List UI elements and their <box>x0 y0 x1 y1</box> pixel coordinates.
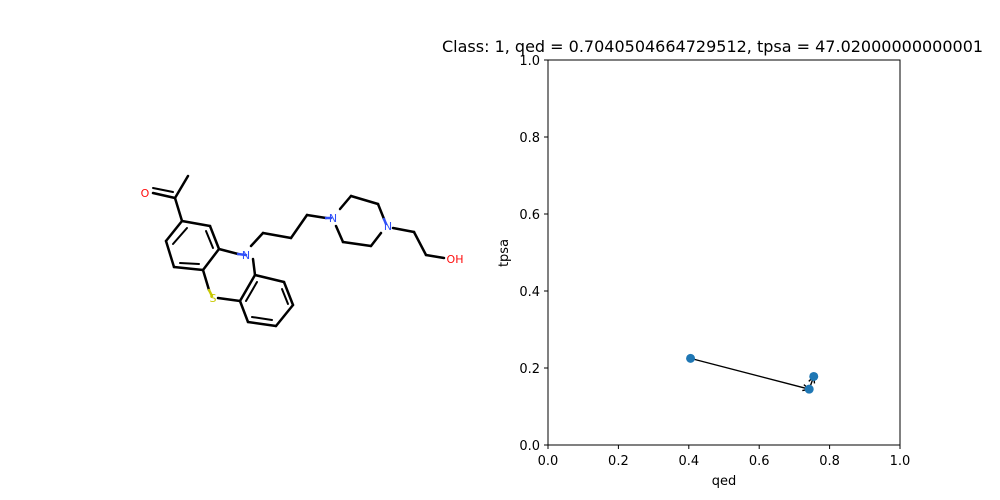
scatter-point <box>686 353 696 363</box>
nitrogen-atom-label: N <box>242 249 250 262</box>
x-tick-label: 0.4 <box>678 454 699 469</box>
arrow-shaft <box>690 357 810 390</box>
hydroxyl-atom-label: OH <box>447 253 464 266</box>
y-tick-label: 0.8 <box>519 131 540 146</box>
oxygen-atom-label: O <box>141 187 150 200</box>
y-axis: 0.0 0.2 0.4 0.6 0.8 1.0 <box>519 54 548 454</box>
sulfur-atom-label: S <box>210 292 217 305</box>
y-tick-label: 0.4 <box>519 285 540 300</box>
x-axis-title: qed <box>712 474 737 489</box>
y-tick-label: 0.6 <box>519 208 540 223</box>
x-tick-label: 1.0 <box>890 454 911 469</box>
x-tick-label: 0.6 <box>749 454 770 469</box>
scatter-chart: Class: 1, qed = 0.7040504664729512, tpsa… <box>442 37 983 489</box>
trajectory-arrows <box>690 357 816 392</box>
piperazine-nitrogen-label: N <box>384 220 392 233</box>
molecule-heteroatom-bonds <box>207 216 388 298</box>
plot-area <box>547 59 901 446</box>
piperazine-nitrogen-label: N <box>329 212 337 225</box>
x-axis: 0.0 0.2 0.4 0.6 0.8 1.0 <box>538 445 911 469</box>
x-tick-label: 0.2 <box>608 454 629 469</box>
y-axis-title: tpsa <box>497 239 512 267</box>
scatter-point <box>804 384 814 394</box>
data-points <box>686 353 819 394</box>
x-tick-label: 0.8 <box>819 454 840 469</box>
molecule-bonds <box>151 174 446 328</box>
y-tick-label: 1.0 <box>519 54 540 69</box>
scatter-point <box>809 371 819 381</box>
molecule-structure: O N S N N OH <box>141 174 464 328</box>
x-tick-label: 0.0 <box>538 454 559 469</box>
y-tick-label: 0.0 <box>519 439 540 454</box>
chart-title: Class: 1, qed = 0.7040504664729512, tpsa… <box>442 37 983 56</box>
y-tick-label: 0.2 <box>519 362 540 377</box>
